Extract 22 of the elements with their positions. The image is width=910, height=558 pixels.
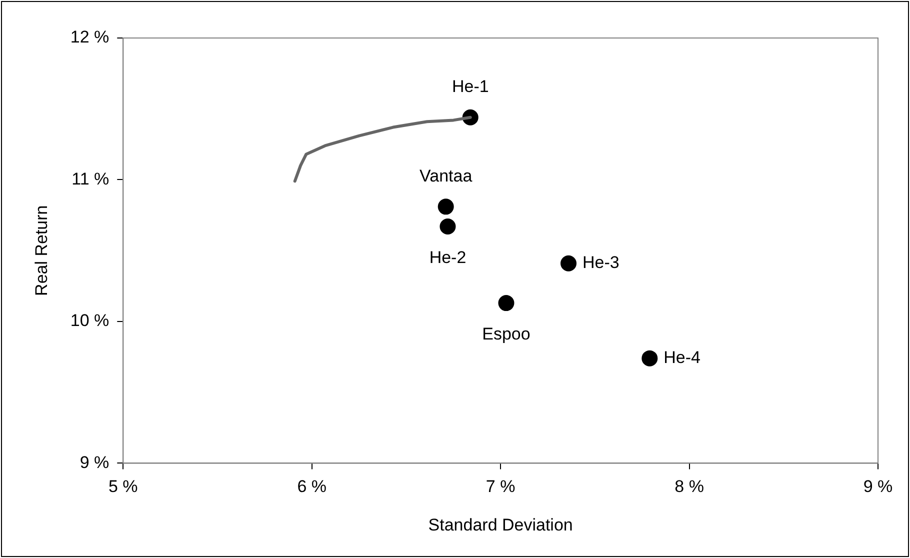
annotation: Vantaa [420, 166, 473, 186]
x-tick-label: 7 % [486, 477, 516, 496]
annotation: He-4 [664, 348, 701, 368]
x-tick-label: 6 % [297, 477, 327, 496]
annotation: Espoo [482, 324, 530, 344]
annotation: He-1 [452, 77, 489, 96]
y-tick-label: 11 % [72, 169, 110, 188]
point [560, 255, 577, 272]
y-axis-title: Real Return [32, 205, 51, 296]
x-tick-label: 8 % [674, 477, 704, 496]
point [440, 218, 456, 235]
annotation: He-2 [429, 248, 466, 268]
y-tick-label: 9 % [80, 452, 110, 472]
y-tick-label: 12 % [70, 28, 110, 47]
point [642, 350, 658, 366]
annotation: He-3 [582, 253, 620, 272]
x-axis-title: Standard Deviation [428, 515, 573, 534]
point [498, 295, 514, 312]
y-tick-label: 10 % [70, 311, 110, 330]
point [438, 198, 454, 215]
x-tick-label: 9 % [863, 477, 893, 496]
x-tick-label: 5 % [108, 477, 138, 496]
